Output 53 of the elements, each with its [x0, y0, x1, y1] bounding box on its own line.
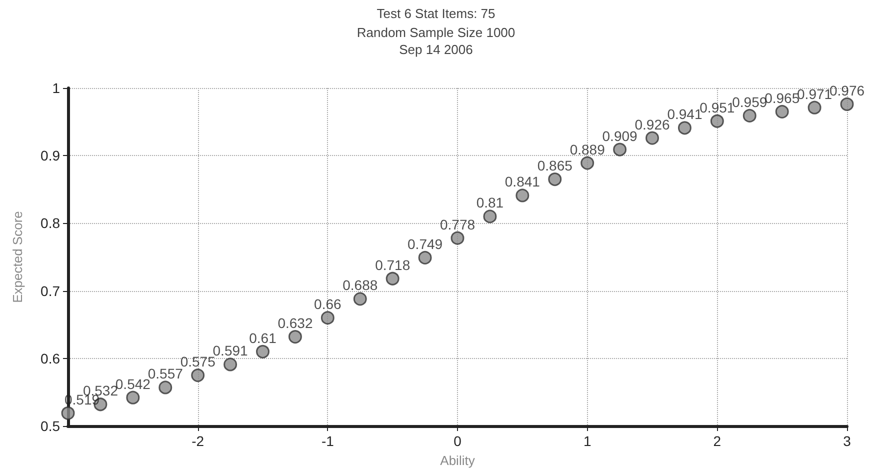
- point: [126, 390, 140, 404]
- y-tick-label: 0.6: [40, 350, 60, 366]
- y-tick-label: 1: [52, 80, 60, 96]
- data-label: 0.718: [375, 256, 410, 273]
- point: [191, 368, 205, 382]
- x-tick-label: 0: [454, 433, 462, 449]
- point: [613, 142, 627, 156]
- point: [61, 406, 75, 420]
- point: [158, 380, 172, 394]
- x-tick-label: -2: [192, 433, 204, 449]
- point: [840, 97, 854, 111]
- point: [710, 114, 724, 128]
- point: [320, 311, 334, 325]
- y-tick-label: 0.8: [40, 215, 60, 232]
- point: [516, 188, 530, 202]
- data-label: 0.841: [504, 174, 540, 190]
- point: [386, 272, 400, 286]
- data-label: 0.632: [278, 315, 313, 332]
- data-label: 0.976: [829, 82, 865, 98]
- point: [808, 100, 822, 114]
- point: [548, 172, 562, 186]
- point: [353, 292, 367, 306]
- data-label: 0.81: [476, 194, 504, 211]
- y-tick-label: 0.9: [40, 148, 60, 164]
- data-label: 0.909: [602, 128, 638, 144]
- point: [288, 330, 302, 344]
- point: [775, 104, 789, 118]
- chart-subtitle: Random Sample Size 1000 Sep 14 2006: [356, 25, 516, 57]
- point: [678, 121, 692, 135]
- data-label: 0.66: [314, 296, 342, 312]
- chart-title: Test 6 Stat Items: 75: [376, 6, 496, 21]
- y-axis-title: Expected Score: [10, 211, 25, 303]
- point: [256, 344, 270, 358]
- data-label: 0.778: [440, 216, 476, 232]
- point: [224, 358, 238, 372]
- x-tick-label: 3: [843, 433, 852, 449]
- data-label: 0.61: [249, 330, 277, 346]
- y-tick-label: 0.7: [40, 282, 60, 299]
- x-tick-label: -1: [321, 433, 334, 449]
- y-tick-label: 0.5: [40, 418, 60, 434]
- data-label: 0.865: [537, 158, 573, 174]
- point: [483, 210, 497, 224]
- x-axis-title: Ability: [440, 453, 476, 468]
- point: [646, 131, 659, 145]
- point: [450, 231, 464, 245]
- point: [418, 250, 432, 264]
- data-label: 0.688: [342, 277, 378, 294]
- data-label: 0.889: [570, 141, 606, 158]
- x-tick-label: 1: [583, 433, 592, 449]
- data-label: 0.749: [408, 236, 443, 252]
- x-tick-label: 2: [713, 433, 722, 449]
- point: [580, 156, 594, 170]
- point: [742, 108, 756, 122]
